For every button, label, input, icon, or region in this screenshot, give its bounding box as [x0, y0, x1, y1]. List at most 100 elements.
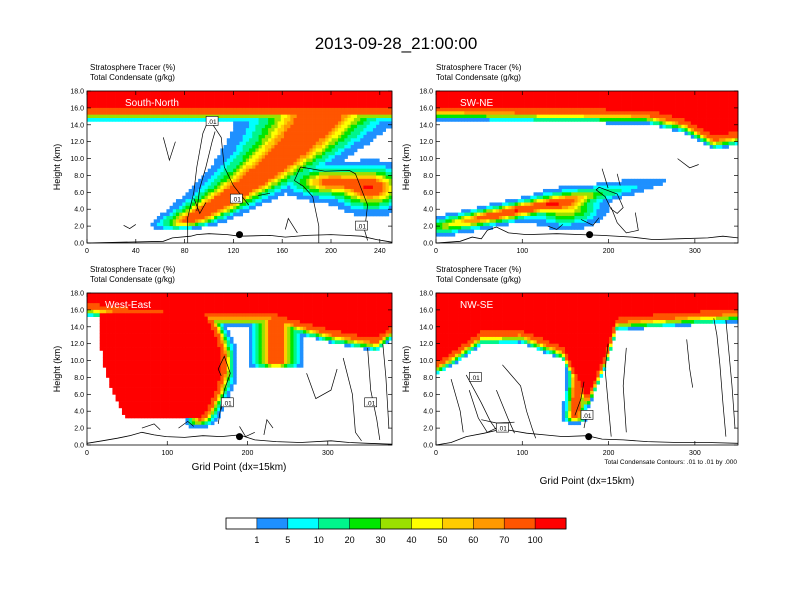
heatmap-cell	[299, 151, 304, 156]
heatmap-cell	[160, 353, 164, 358]
heatmap-cell	[274, 145, 278, 149]
heatmap-cell	[201, 188, 205, 193]
heatmap-cell	[252, 134, 256, 139]
x-tick-label: 200	[325, 248, 337, 255]
heatmap-cell	[328, 134, 332, 139]
heatmap-cell	[163, 333, 167, 338]
heatmap-cell	[596, 195, 600, 200]
heatmap-cell	[160, 303, 164, 307]
heatmap-cell	[382, 107, 386, 112]
heatmap-cell	[662, 101, 666, 105]
heatmap-cell	[160, 97, 164, 102]
heatmap-cell	[261, 172, 266, 176]
heatmap-cell	[160, 336, 164, 341]
heatmap-cell	[160, 91, 164, 95]
heatmap-cell	[134, 353, 139, 358]
heatmap-cell	[141, 353, 145, 358]
heatmap-cell	[118, 296, 123, 301]
heatmap-cell	[131, 407, 136, 412]
heatmap-cell	[137, 414, 142, 419]
heatmap-cell	[706, 141, 711, 146]
heatmap-cell	[649, 91, 654, 95]
heatmap-cell	[106, 347, 110, 351]
heatmap-cell	[656, 178, 660, 183]
heatmap-cell	[280, 188, 285, 193]
heatmap-cell	[325, 134, 329, 139]
heatmap-cell	[379, 124, 383, 129]
heatmap-cell	[179, 299, 183, 304]
heatmap-cell	[204, 111, 209, 115]
heatmap-cell	[137, 411, 142, 415]
heatmap-cell	[722, 141, 726, 146]
heatmap-cell	[153, 309, 158, 314]
heatmap-cell	[712, 121, 717, 126]
heatmap-cell	[331, 124, 336, 129]
heatmap-cell	[118, 343, 123, 348]
heatmap-cell	[328, 114, 332, 119]
heatmap-cell	[508, 104, 512, 109]
heatmap-cell	[502, 212, 506, 217]
heatmap-cell	[646, 185, 651, 190]
heatmap-cell	[239, 172, 244, 176]
heatmap-cell	[530, 118, 534, 122]
heatmap-cell	[195, 219, 199, 224]
heatmap-cell	[656, 104, 660, 109]
heatmap-cell	[609, 195, 613, 200]
heatmap-cell	[280, 111, 285, 115]
heatmap-cell	[693, 91, 698, 95]
heatmap-cell	[175, 199, 180, 203]
heatmap-cell	[125, 293, 129, 297]
heatmap-cell	[605, 94, 610, 99]
heatmap-cell	[631, 94, 635, 99]
heatmap-cell	[242, 195, 247, 200]
heatmap-cell	[615, 114, 619, 119]
heatmap-cell	[118, 374, 123, 378]
heatmap-cell	[293, 107, 298, 112]
heatmap-cell	[621, 192, 626, 197]
heatmap-cell	[144, 296, 148, 301]
heatmap-cell	[102, 323, 107, 328]
heatmap-cell	[274, 131, 278, 136]
heatmap-cell	[344, 195, 348, 200]
heatmap-cell	[439, 229, 443, 234]
heatmap-cell	[671, 118, 676, 122]
heatmap-cell	[160, 316, 164, 321]
heatmap-cell	[357, 107, 361, 112]
heatmap-cell	[593, 107, 597, 112]
heatmap-cell	[470, 111, 475, 115]
heatmap-cell	[252, 178, 256, 183]
heatmap-cell	[201, 101, 205, 105]
heatmap-cell	[712, 145, 717, 149]
heatmap-cell	[169, 306, 174, 311]
heatmap-cell	[347, 91, 352, 95]
heatmap-cell	[239, 114, 244, 119]
heatmap-cell	[561, 114, 566, 119]
heatmap-cell	[527, 91, 531, 95]
heatmap-cell	[514, 94, 519, 99]
heatmap-cell	[353, 212, 358, 217]
heatmap-cell	[609, 91, 613, 95]
heatmap-cell	[121, 299, 126, 304]
heatmap-cell	[141, 387, 145, 392]
heatmap-cell	[690, 131, 695, 136]
heatmap-cell	[665, 111, 670, 115]
heatmap-cell	[90, 107, 94, 112]
heatmap-cell	[147, 323, 151, 328]
heatmap-cell	[128, 390, 132, 395]
heatmap-cell	[621, 114, 626, 119]
heatmap-cell	[131, 326, 136, 331]
heatmap-cell	[590, 202, 594, 207]
heatmap-cell	[542, 222, 547, 227]
heatmap-cell	[505, 97, 509, 102]
heatmap-cell	[322, 151, 326, 156]
heatmap-cell	[312, 172, 317, 176]
heatmap-cell	[379, 121, 383, 126]
heatmap-cell	[245, 131, 250, 136]
heatmap-cell	[315, 182, 320, 186]
heatmap-cell	[283, 111, 288, 115]
heatmap-cell	[118, 363, 123, 368]
heatmap-cell	[593, 192, 597, 197]
heatmap-cell	[357, 138, 361, 143]
heatmap-cell	[264, 165, 269, 170]
heatmap-cell	[93, 296, 97, 301]
